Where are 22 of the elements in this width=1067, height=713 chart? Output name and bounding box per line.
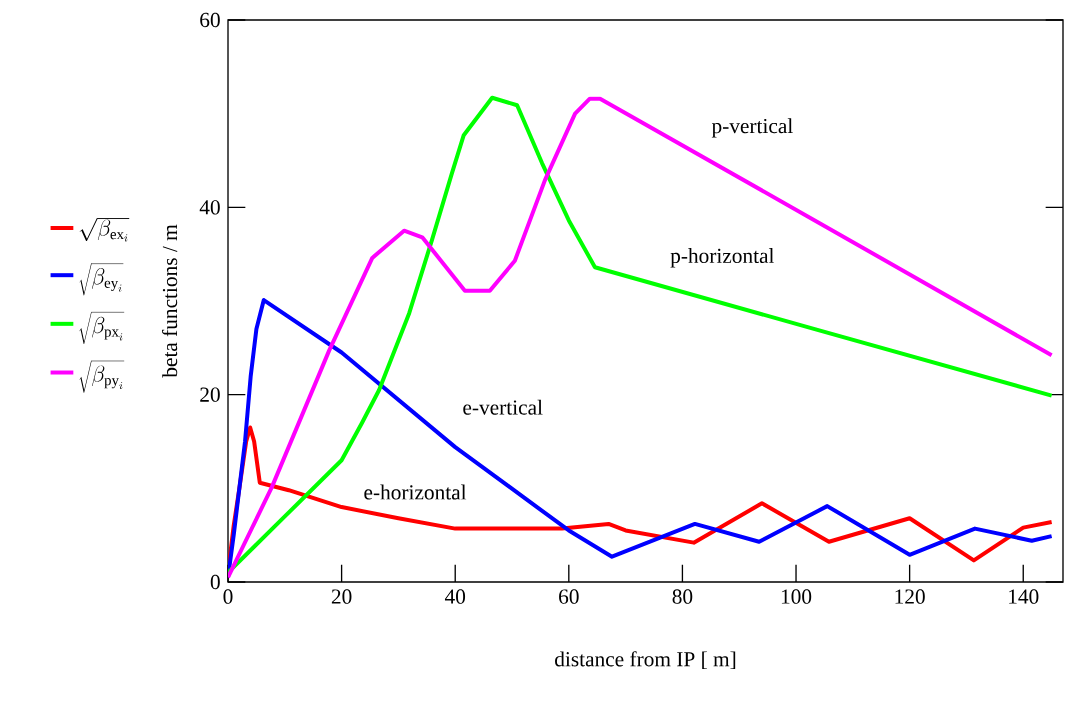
x-tick-label: 100 xyxy=(781,589,812,604)
y-axis-title: beta functions / m xyxy=(161,224,178,378)
x-tick-label: 40 xyxy=(444,589,466,604)
x-tick-label: 140 xyxy=(1009,589,1039,604)
annotation: p-horizontal xyxy=(670,248,775,268)
legend-label: $\sqrt{\beta_{\mathrm{px}_i}}$ xyxy=(79,312,125,345)
y-tick-label: 40 xyxy=(199,200,220,215)
x-tick-label: 20 xyxy=(331,589,352,604)
annotation: e-horizontal xyxy=(364,484,467,500)
x-tick-label: 80 xyxy=(672,589,693,604)
legend-label: $\sqrt{\beta_{\mathrm{ex}_i}}$ xyxy=(79,218,130,242)
y-tick-label: 60 xyxy=(200,12,220,28)
y-tick-label: 20 xyxy=(200,387,220,402)
legend-label: $\sqrt{\beta_{\mathrm{py}_i}}$ xyxy=(79,360,125,393)
x-tick-label: 0 xyxy=(223,589,233,604)
x-axis-title: distance from IP [ m] xyxy=(555,651,736,670)
y-tick-label: 0 xyxy=(210,574,220,590)
x-tick-label: 120 xyxy=(895,589,925,604)
annotation: p-vertical xyxy=(711,118,793,138)
legend-label: $\sqrt{\beta_{\mathrm{ey}_i}}$ xyxy=(79,263,124,296)
x-tick-label: 60 xyxy=(559,589,579,604)
annotation: e-vertical xyxy=(463,399,543,415)
